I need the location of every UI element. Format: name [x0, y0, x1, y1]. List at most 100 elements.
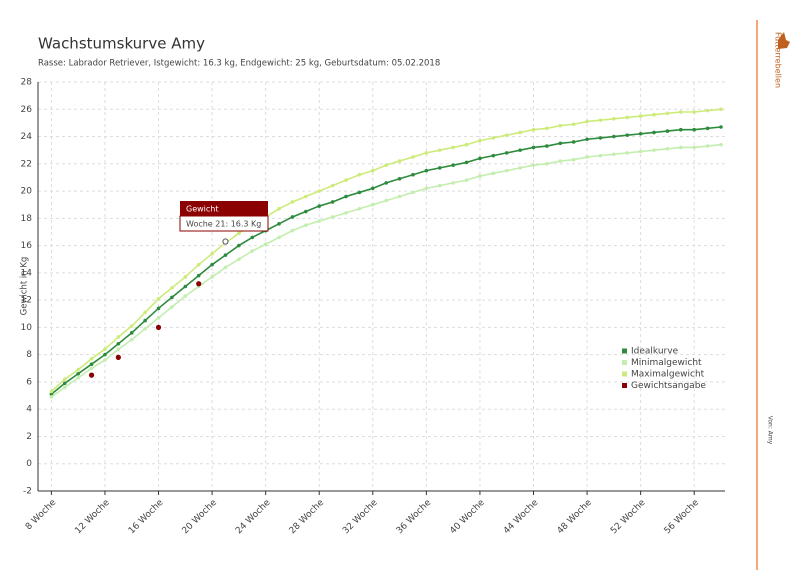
data-point — [705, 108, 710, 113]
data-point — [223, 265, 228, 270]
data-point — [196, 262, 201, 267]
data-point — [692, 110, 696, 114]
data-point — [665, 129, 670, 133]
data-point — [317, 219, 322, 223]
x-tick-label: 16 Woche — [127, 497, 166, 536]
data-point — [223, 253, 228, 257]
data-point — [464, 142, 469, 147]
data-point — [156, 316, 161, 320]
data-point — [317, 204, 322, 208]
data-point — [237, 243, 241, 248]
data-point — [692, 127, 696, 132]
data-point — [237, 257, 241, 262]
data-point — [304, 194, 308, 199]
data-point — [143, 310, 147, 315]
tooltip-header — [180, 201, 268, 216]
data-point — [692, 145, 696, 150]
data-point — [612, 134, 616, 139]
y-axis-label: Gewicht in Kg — [20, 257, 30, 316]
data-point — [518, 148, 522, 152]
data-point — [464, 160, 469, 165]
data-point — [478, 174, 482, 178]
series-line — [50, 108, 722, 393]
data-point — [638, 114, 643, 118]
data-point — [451, 181, 455, 185]
data-point — [679, 127, 683, 132]
data-point — [638, 149, 643, 154]
data-point — [571, 140, 576, 144]
data-point — [290, 228, 295, 233]
data-point — [89, 362, 94, 367]
data-point — [652, 130, 656, 135]
data-point — [250, 249, 255, 253]
legend-label: Maximalgewicht — [631, 370, 705, 380]
data-point — [571, 122, 576, 127]
data-point — [344, 194, 348, 199]
legend-label: Gewichtsangabe — [631, 381, 706, 391]
data-point — [437, 148, 442, 152]
data-point — [652, 148, 656, 152]
y-tick-label: 28 — [21, 78, 33, 88]
tooltip-body — [179, 215, 269, 232]
x-tick-label: 28 Woche — [288, 497, 327, 536]
y-tick-label: 12 — [21, 296, 32, 306]
data-point — [103, 358, 107, 362]
data-point — [478, 138, 482, 143]
data-point — [397, 176, 402, 181]
y-tick-label: 0 — [26, 459, 32, 469]
data-point — [411, 190, 415, 195]
series-line — [50, 126, 722, 395]
x-tick-label: 40 Woche — [448, 497, 487, 536]
y-tick-label: 10 — [21, 323, 33, 333]
data-point — [116, 335, 121, 339]
y-tick-label: 22 — [21, 159, 32, 169]
data-point — [598, 136, 603, 140]
data-point — [411, 155, 415, 159]
footer: Von: Amy — [767, 416, 774, 445]
x-tick-label: 8 Woche — [24, 497, 59, 532]
data-point — [558, 141, 563, 146]
data-point — [210, 275, 214, 279]
data-point — [116, 341, 121, 346]
data-point — [89, 356, 94, 361]
chart-title: Wachstumskurve Amy — [38, 35, 205, 53]
data-point — [196, 281, 202, 287]
data-point — [558, 159, 563, 163]
data-point — [129, 324, 134, 328]
legend-swatch — [622, 383, 627, 388]
data-point — [330, 215, 335, 219]
data-point — [290, 215, 295, 219]
data-point — [571, 157, 576, 162]
x-tick-label: 32 Woche — [341, 497, 380, 536]
data-point — [612, 117, 616, 121]
data-point — [170, 295, 174, 300]
data-point — [437, 166, 442, 170]
data-point — [263, 242, 268, 247]
data-point — [705, 144, 710, 148]
data-point — [679, 110, 683, 114]
data-point — [437, 183, 442, 188]
data-point — [612, 152, 616, 157]
data-point — [424, 151, 429, 155]
data-point — [143, 318, 147, 323]
data-point — [665, 147, 670, 151]
data-point — [370, 202, 375, 207]
y-tick-label: 16 — [21, 241, 33, 251]
data-point — [156, 306, 161, 311]
data-point — [330, 200, 335, 204]
data-point — [585, 137, 589, 142]
data-point — [491, 171, 496, 176]
data-point — [531, 127, 536, 132]
data-point — [170, 305, 174, 309]
data-point — [49, 389, 54, 394]
data-point — [719, 107, 723, 112]
data-point — [464, 178, 469, 182]
data-point — [183, 275, 188, 279]
x-tick-label: 36 Woche — [395, 497, 434, 536]
data-point — [156, 296, 161, 301]
data-point — [625, 115, 630, 120]
data-point — [210, 262, 214, 267]
x-tick-label: 24 Woche — [234, 497, 273, 536]
data-point — [598, 153, 603, 158]
data-point — [424, 186, 429, 191]
